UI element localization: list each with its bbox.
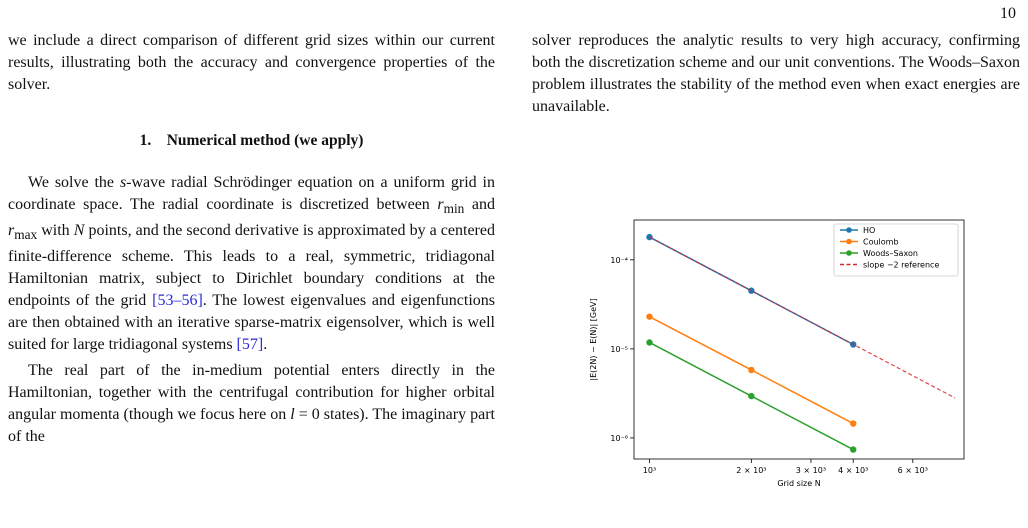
method-paragraph: We solve the s-wave radial Schrödinger e… xyxy=(8,174,496,354)
citation-link[interactable]: [57] xyxy=(236,336,264,354)
x-tick-label: 2 × 10³ xyxy=(736,466,766,475)
convergence-figure: 10³ 2 × 10³ 3 × 10³ 4 × 10³ 6 × 10³ 10⁻⁶ 10⁻⁵ 1… xyxy=(576,212,976,502)
right-column: solver reproduces the analytic results t… xyxy=(532,30,1020,118)
intro-paragraph: we include a direct comparison of differ… xyxy=(8,32,495,93)
legend-label: slope −2 reference xyxy=(863,261,939,270)
potential-paragraph: The real part of the in-medium potential… xyxy=(8,362,495,446)
left-column: we include a direct comparison of differ… xyxy=(8,30,495,448)
citation-link[interactable]: [53–56] xyxy=(152,292,203,310)
section-number: 1. xyxy=(139,132,152,149)
x-tick-label: 6 × 10³ xyxy=(898,466,928,475)
legend-label: Woods–Saxon xyxy=(863,249,918,258)
section-heading: 1. Numerical method (we apply) xyxy=(8,130,495,152)
legend-marker xyxy=(846,238,852,245)
legend-marker xyxy=(846,227,852,233)
results-paragraph: solver reproduces the analytic results t… xyxy=(532,32,1020,115)
legend-label: HO xyxy=(863,226,875,235)
page-number: 10 xyxy=(1000,5,1016,22)
data-point xyxy=(646,339,653,346)
data-point xyxy=(850,446,857,453)
section-title: Numerical method (we apply) xyxy=(166,132,364,149)
legend-marker xyxy=(846,250,852,256)
data-point xyxy=(646,313,653,320)
convergence-chart: 10³ 2 × 10³ 3 × 10³ 4 × 10³ 6 × 10³ 10⁻⁶ 10⁻⁵ 1… xyxy=(589,219,965,488)
data-point xyxy=(748,287,755,294)
y-tick-label: 10⁻⁴ xyxy=(610,256,628,265)
x-tick-label: 10³ xyxy=(643,466,656,475)
data-point xyxy=(748,366,755,374)
plot-frame xyxy=(633,219,965,460)
y-tick-label: 10⁻⁵ xyxy=(610,345,628,354)
data-point xyxy=(748,392,755,400)
data-point xyxy=(646,233,653,241)
x-axis-label: Grid size N xyxy=(777,479,820,488)
legend-box xyxy=(833,223,959,277)
data-point xyxy=(850,420,857,427)
y-tick-label: 10⁻⁶ xyxy=(610,434,628,443)
y-axis-label: |E(2N) − E(N)| [GeV] xyxy=(589,298,598,380)
x-tick-label: 3 × 10³ xyxy=(796,466,826,475)
x-tick-label: 4 × 10³ xyxy=(838,466,868,475)
legend-label: Coulomb xyxy=(863,238,899,247)
reference-line xyxy=(649,236,956,399)
